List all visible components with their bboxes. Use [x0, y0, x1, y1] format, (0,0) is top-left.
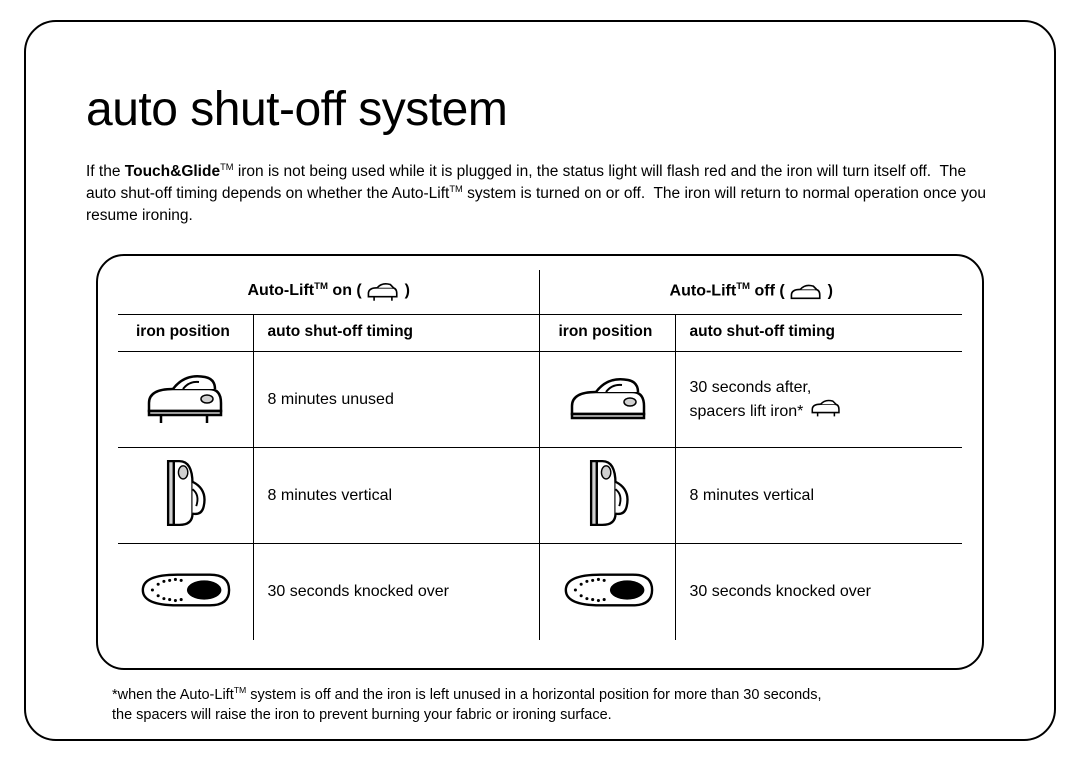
- timing-on-horizontal: 8 minutes unused: [253, 352, 540, 448]
- intro-paragraph: If the Touch&GlideTM iron is not being u…: [86, 161, 994, 226]
- subheader-timing-on: auto shut-off timing: [253, 315, 540, 352]
- table-header-row: Auto-LiftTM on ( ) Auto-LiftTM off ( ): [118, 270, 962, 315]
- iron-soleplate-on-cell: [118, 544, 253, 640]
- iron-lifted-mini-icon: [810, 397, 842, 419]
- timing-off-knocked: 30 seconds knocked over: [675, 544, 962, 640]
- iron-vertical-on-cell: [118, 448, 253, 544]
- table-row: 8 minutes unused 30 seconds after,spacer…: [118, 352, 962, 448]
- table-row: 8 minutes vertical 8 minutes vertical: [118, 448, 962, 544]
- iron-soleplate-icon: [558, 567, 658, 613]
- timing-on-knocked: 30 seconds knocked over: [253, 544, 540, 640]
- subheader-iron-position-off: iron position: [540, 315, 675, 352]
- timing-off-horizontal: 30 seconds after,spacers lift iron*: [675, 352, 962, 448]
- timing-on-vertical: 8 minutes vertical: [253, 448, 540, 544]
- page-title: auto shut-off system: [86, 82, 994, 137]
- subheader-timing-off: auto shut-off timing: [675, 315, 962, 352]
- subheader-iron-position-on: iron position: [118, 315, 253, 352]
- iron-horizontal-icon: [143, 369, 227, 425]
- page-frame: auto shut-off system If the Touch&GlideT…: [24, 20, 1056, 741]
- iron-horizontal-icon: [566, 372, 650, 422]
- iron-soleplate-icon: [135, 567, 235, 613]
- iron-flat-icon: [789, 281, 823, 301]
- iron-flat-legs-icon: [366, 280, 400, 302]
- iron-horizontal-off-cell: [540, 352, 675, 448]
- iron-vertical-icon: [578, 452, 638, 534]
- iron-soleplate-off-cell: [540, 544, 675, 640]
- iron-vertical-off-cell: [540, 448, 675, 544]
- table-subheader-row: iron position auto shut-off timing iron …: [118, 315, 962, 352]
- iron-horizontal-on-cell: [118, 352, 253, 448]
- shutoff-table-frame: Auto-LiftTM on ( ) Auto-LiftTM off ( ) i…: [96, 254, 984, 670]
- header-autolift-on: Auto-LiftTM on ( ): [118, 270, 540, 315]
- iron-vertical-icon: [155, 452, 215, 534]
- table-row: 30 seconds knocked over 30 seconds knock…: [118, 544, 962, 640]
- timing-off-vertical: 8 minutes vertical: [675, 448, 962, 544]
- footnote: *when the Auto-LiftTM system is off and …: [112, 684, 994, 725]
- header-autolift-off: Auto-LiftTM off ( ): [540, 270, 962, 315]
- shutoff-table: Auto-LiftTM on ( ) Auto-LiftTM off ( ) i…: [118, 270, 962, 640]
